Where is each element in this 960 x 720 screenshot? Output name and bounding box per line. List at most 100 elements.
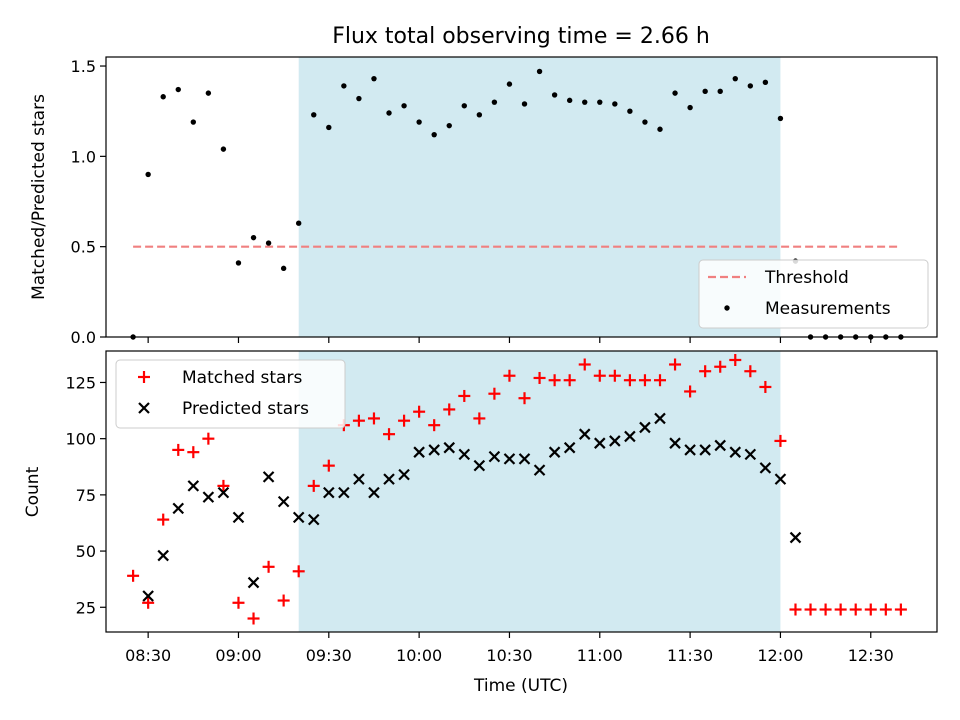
legend-label: Matched stars: [182, 368, 302, 388]
predicted-stars-point: [639, 421, 651, 434]
predicted-stars-point: [488, 450, 501, 463]
measurement-point: [551, 92, 558, 98]
measurement-point: [642, 119, 648, 125]
predicted-stars-point: [292, 511, 305, 524]
matched-stars-point: [774, 434, 787, 447]
predicted-stars-point: [398, 468, 410, 481]
matched-stars-point: [729, 353, 742, 366]
predicted-stars-point: [774, 473, 787, 485]
matched-stars-point: [744, 365, 757, 378]
matched-stars-point: [699, 365, 712, 378]
x-tick-label: 11:30: [667, 646, 713, 665]
matched-stars-point: [819, 603, 832, 616]
predicted-stars-point: [473, 459, 486, 472]
matched-stars-point: [804, 603, 817, 616]
predicted-stars-point: [142, 590, 154, 602]
measurement-point: [356, 95, 362, 102]
predicted-stars-point: [669, 437, 681, 449]
matched-stars-point: [292, 565, 305, 578]
matched-stars-point: [383, 428, 396, 441]
bottom-legend: Matched stars Predicted stars: [115, 359, 346, 429]
predicted-stars-point: [684, 444, 696, 456]
predicted-stars-point: [428, 444, 440, 456]
top-legend: Threshold Measurements: [698, 259, 929, 329]
x-tick-label: 10:00: [396, 646, 442, 665]
matched-stars-point: [834, 603, 847, 616]
x-tick-label: 12:30: [848, 646, 894, 665]
bottom-y-tick-label: 25: [76, 598, 96, 617]
bottom-y-tick-label: 75: [76, 486, 96, 505]
matched-stars-point: [262, 560, 275, 573]
measurement-point: [220, 146, 227, 152]
measurement-point: [341, 83, 347, 89]
measurement-point: [687, 104, 693, 111]
matched-stars-point: [367, 412, 380, 425]
measurement-point: [777, 115, 784, 122]
measurement-point: [235, 260, 242, 266]
matched-stars-point: [548, 374, 561, 387]
measurement-point: [311, 112, 317, 118]
x-tick-label: 09:00: [215, 646, 261, 665]
x-tick-label: 12:00: [757, 646, 803, 665]
predicted-stars-point: [548, 446, 561, 458]
measurement-point: [612, 101, 618, 107]
bottom-legend-box: [115, 359, 346, 429]
measurement-point: [747, 83, 754, 89]
matched-stars-point: [593, 369, 606, 382]
top-y-axis-label: Matched/Predicted stars: [29, 94, 49, 300]
matched-stars-point: [217, 479, 230, 492]
matched-stars-point: [202, 432, 215, 445]
predicted-stars-point: [789, 531, 802, 544]
matched-stars-point: [849, 603, 862, 616]
predicted-stars-point: [503, 453, 516, 465]
legend-label: Predicted stars: [182, 399, 309, 419]
measurement-point: [476, 112, 483, 118]
predicted-stars-point: [443, 441, 456, 454]
matched-stars-point: [127, 569, 140, 582]
matched-stars-point: [232, 596, 245, 609]
bottom-y-tick-label: 125: [65, 373, 96, 392]
matched-stars-point: [413, 405, 426, 418]
predicted-stars-point: [714, 439, 726, 452]
bottom-y-axis-label: Count: [23, 466, 43, 517]
matched-stars-point: [247, 612, 260, 625]
measurement-point: [265, 240, 272, 246]
predicted-stars-point: [699, 444, 711, 456]
matched-stars-point: [488, 387, 501, 400]
top-axes-frame: [105, 56, 938, 338]
matched-stars-point: [654, 374, 666, 387]
predicted-stars-point: [383, 473, 395, 485]
predicted-stars-point: [594, 437, 606, 449]
legend-label: Threshold: [764, 268, 849, 288]
matched-stars-point: [277, 594, 290, 607]
predicted-stars-point: [217, 486, 230, 499]
matched-stars-point: [623, 374, 636, 387]
measurement-point: [506, 81, 513, 87]
predicted-stars-point: [338, 486, 350, 499]
measurement-point: [597, 99, 603, 105]
predicted-stars-point: [323, 486, 335, 499]
measurement-point: [582, 99, 588, 105]
matched-stars-point: [879, 603, 892, 616]
measurement-point: [401, 103, 407, 109]
predicted-stars-point: [353, 473, 365, 485]
matched-stars-point: [759, 380, 772, 393]
top-y-tick-label: 1.5: [71, 57, 96, 76]
top-y-tick-label: 0.0: [71, 328, 96, 347]
chart-title: Flux total observing time = 2.66 h: [332, 24, 710, 49]
matched-stars-point: [563, 374, 576, 387]
measurement-point: [566, 97, 573, 104]
predicted-stars-point: [624, 430, 636, 443]
predicted-stars-point: [247, 576, 260, 589]
predicted-stars-point: [744, 448, 757, 461]
measurement-point: [521, 101, 528, 107]
matched-stars-point: [714, 360, 727, 373]
bottom-observing-span: [298, 351, 781, 632]
legend-measurements-swatch: [724, 305, 730, 311]
top-panel: 0.0 0.5 1.0 1.5 Threshold Measurements: [71, 56, 938, 347]
bottom-y-tick-label: 50: [76, 542, 96, 561]
measurement-point: [175, 86, 181, 93]
measurement-point: [536, 68, 543, 75]
matched-stars-point: [503, 369, 516, 382]
